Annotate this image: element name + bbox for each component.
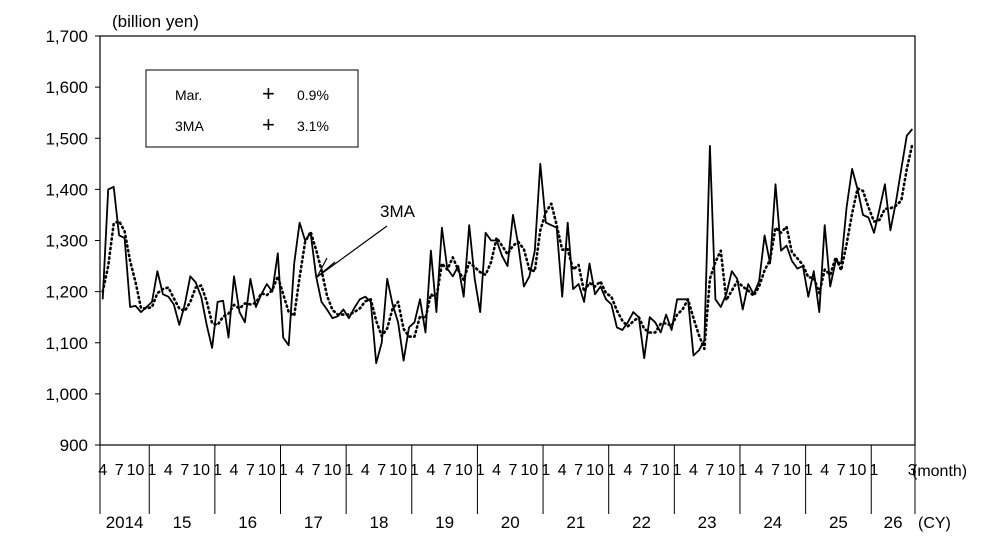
month-tick-label: 10: [652, 462, 670, 479]
month-tick-label: 10: [324, 462, 342, 479]
month-tick-label: 1: [410, 462, 419, 479]
month-tick-label: 1: [607, 462, 616, 479]
legend: Mar. + 0.9% 3MA + 3.1%: [145, 69, 359, 148]
month-tick-label: 1: [148, 462, 157, 479]
legend-name-3ma: 3MA: [175, 118, 204, 134]
y-tick-label: 1,700: [45, 27, 88, 46]
month-tick-label: 7: [509, 462, 518, 479]
month-tick-label: 7: [705, 462, 714, 479]
year-label: 20: [501, 513, 520, 532]
month-tick-label: 7: [640, 462, 649, 479]
month-tick-label: 1: [870, 462, 879, 479]
y-tick-label: 1,000: [45, 385, 88, 404]
year-label: 26: [884, 513, 903, 532]
month-tick-label: 4: [492, 462, 501, 479]
annotation-arrowhead: [316, 257, 336, 278]
month-tick-label: 7: [443, 462, 452, 479]
month-tick-label: 10: [520, 462, 538, 479]
year-label: 18: [369, 513, 388, 532]
y-tick-label: 900: [60, 436, 88, 455]
month-tick-label: 10: [389, 462, 407, 479]
annotation-arrow-shaft: [316, 225, 388, 278]
year-label: 21: [566, 513, 585, 532]
month-tick-label: 10: [192, 462, 210, 479]
month-tick-label: 10: [455, 462, 473, 479]
year-label: 19: [435, 513, 454, 532]
year-label: 22: [632, 513, 651, 532]
year-label: 16: [238, 513, 257, 532]
month-tick-label: 4: [98, 462, 107, 479]
month-tick-label: 1: [279, 462, 288, 479]
month-tick-label: 7: [115, 462, 124, 479]
month-tick-label: 4: [820, 462, 829, 479]
month-tick-label: 7: [771, 462, 780, 479]
cy-axis-label: (CY): [918, 515, 951, 532]
y-tick-label: 1,200: [45, 283, 88, 302]
unit-label: (billion yen): [112, 12, 199, 31]
series-line-monthly: [101, 128, 913, 365]
y-tick-label: 1,600: [45, 78, 88, 97]
month-tick-label: 10: [127, 462, 145, 479]
month-tick-label: 4: [426, 462, 435, 479]
month-tick-label: 3: [908, 462, 917, 479]
legend-value-3ma: 3.1%: [297, 118, 329, 134]
month-tick-label: 7: [574, 462, 583, 479]
y-tick-label: 1,100: [45, 334, 88, 353]
y-tick-label: 1,400: [45, 180, 88, 199]
series-lines: [101, 128, 914, 365]
year-label: 24: [763, 513, 782, 532]
month-tick-label: 10: [717, 462, 735, 479]
month-tick-label: 4: [361, 462, 370, 479]
annotation-label: 3MA: [380, 202, 416, 221]
month-tick-label: 10: [586, 462, 604, 479]
year-label: 2014: [106, 513, 144, 532]
y-tick-label: 1,500: [45, 129, 88, 148]
month-tick-label: 4: [755, 462, 764, 479]
month-tick-label: 1: [673, 462, 682, 479]
month-tick-label: 1: [213, 462, 222, 479]
month-tick-label: 1: [541, 462, 550, 479]
x-axis: 4 7 10 1 4 7 10 1 4 7 10 1 4 7 10 1 4 7 10 1 4 7 10 1 4 7 10 1 4 7 10 1…: [98, 445, 917, 532]
month-tick-label: 10: [258, 462, 276, 479]
month-tick-label: 4: [230, 462, 239, 479]
legend-frame: [145, 69, 359, 148]
month-tick-label: 7: [377, 462, 386, 479]
y-axis-ticks: 900 1,000 1,100 1,200 1,300 1,400 1,500 1,600 1,…: [45, 27, 100, 455]
year-label: 17: [304, 513, 323, 532]
month-tick-label: 10: [783, 462, 801, 479]
year-label: 25: [829, 513, 848, 532]
month-axis-label: (month): [912, 463, 967, 480]
month-tick-label: 1: [738, 462, 747, 479]
month-tick-label: 4: [164, 462, 173, 479]
month-tick-label: 7: [180, 462, 189, 479]
month-tick-label: 1: [804, 462, 813, 479]
year-label: 15: [173, 513, 192, 532]
month-tick-label: 7: [246, 462, 255, 479]
month-tick-label: 4: [689, 462, 698, 479]
series-line-3ma: [101, 143, 914, 351]
month-tick-label: 7: [312, 462, 321, 479]
legend-sign-mar: +: [262, 81, 275, 106]
y-tick-label: 1,300: [45, 232, 88, 251]
legend-value-mar: 0.9%: [297, 87, 329, 103]
month-tick-label: 1: [476, 462, 485, 479]
month-tick-label: 7: [837, 462, 846, 479]
month-tick-label: 4: [558, 462, 567, 479]
legend-sign-3ma: +: [262, 112, 275, 137]
month-tick-label: 4: [623, 462, 632, 479]
year-label: 23: [698, 513, 717, 532]
legend-name-mar: Mar.: [175, 87, 202, 103]
month-tick-label: 10: [849, 462, 867, 479]
month-tick-label: 1: [344, 462, 353, 479]
month-tick-label: 4: [295, 462, 304, 479]
